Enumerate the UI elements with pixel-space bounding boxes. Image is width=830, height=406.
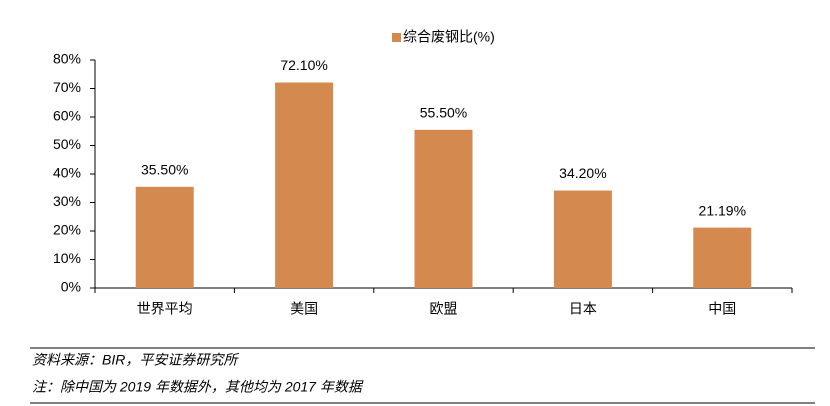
value-label: 34.20% [559,165,606,181]
footnote: 注：除中国为 2019 年数据外，其他均为 2017 年数据 [32,379,364,395]
value-label: 55.50% [420,105,467,121]
x-tick-label: 世界平均 [137,301,193,317]
legend-swatch [392,33,401,42]
y-tick-label: 50% [53,136,81,152]
value-label: 72.10% [280,57,327,73]
bar [414,129,473,288]
y-tick-label: 10% [53,250,81,266]
y-tick-label: 60% [53,108,81,124]
bar [135,186,194,288]
y-tick-label: 30% [53,193,81,209]
y-tick-label: 40% [53,165,81,181]
y-tick-label: 20% [53,222,81,238]
value-label: 35.50% [141,162,188,178]
y-tick-label: 70% [53,79,81,95]
x-tick-label: 日本 [569,301,597,317]
bar [553,190,612,288]
x-tick-label: 美国 [290,301,318,317]
y-tick-label: 80% [53,51,81,67]
legend-label: 综合废钢比(%) [403,29,495,45]
x-tick-label: 中国 [708,301,736,317]
x-tick-label: 欧盟 [430,301,458,317]
bar [693,227,752,288]
value-label: 21.19% [699,202,746,218]
source-note: 资料来源：BIR，平安证券研究所 [32,352,239,368]
bar [275,82,334,288]
y-tick-label: 0% [61,279,81,295]
